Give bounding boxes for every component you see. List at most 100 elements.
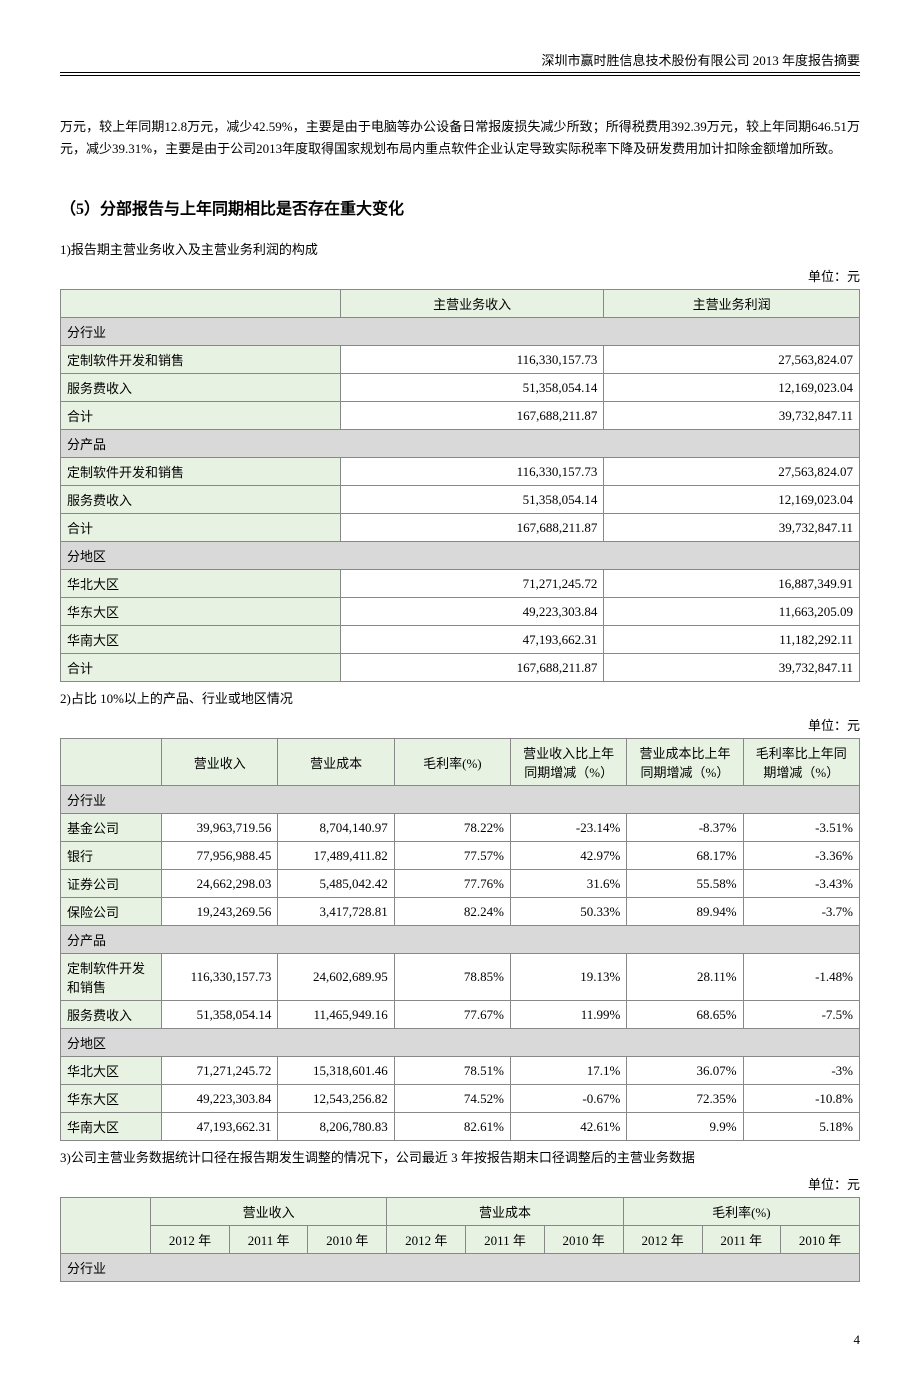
t1-row-label: 合计 (61, 654, 341, 682)
t2-row-label: 华东大区 (61, 1085, 162, 1113)
t2-cell: 8,206,780.83 (278, 1113, 394, 1141)
t2-row-label: 定制软件开发和销售 (61, 954, 162, 1001)
t2-cell: 77.76% (394, 870, 510, 898)
t2-cell: 8,704,140.97 (278, 814, 394, 842)
t2-cell: 9.9% (627, 1113, 743, 1141)
t1-cell: 27,563,824.07 (604, 346, 860, 374)
t2-group-industry: 分行业 (61, 786, 860, 814)
t2-cell: 11.99% (511, 1001, 627, 1029)
table-1: 主营业务收入 主营业务利润 分行业 定制软件开发和销售 116,330,157.… (60, 289, 860, 682)
t2-cell: 47,193,662.31 (162, 1113, 278, 1141)
t2-cell: 77.57% (394, 842, 510, 870)
t2-cell: 42.61% (511, 1113, 627, 1141)
t3-year: 2012 年 (623, 1226, 702, 1254)
t2-cell: 55.58% (627, 870, 743, 898)
t1-cell: 167,688,211.87 (341, 402, 604, 430)
t2-cell: 36.07% (627, 1057, 743, 1085)
unit-label-1: 单位：元 (60, 266, 860, 285)
t2-cell: 78.85% (394, 954, 510, 1001)
t3-year: 2012 年 (151, 1226, 230, 1254)
t3-year: 2011 年 (702, 1226, 780, 1254)
t1-cell: 51,358,054.14 (341, 374, 604, 402)
t2-cell: 77.67% (394, 1001, 510, 1029)
t2-cell: 82.61% (394, 1113, 510, 1141)
t2-c1: 营业收入 (162, 739, 278, 786)
t2-c6: 毛利率比上年同期增减（%） (743, 739, 859, 786)
t3-group-margin: 毛利率(%) (623, 1198, 859, 1226)
unit-label-3: 单位：元 (60, 1174, 860, 1193)
t1-group-region: 分地区 (61, 542, 860, 570)
t1-cell: 47,193,662.31 (341, 626, 604, 654)
t2-c4: 营业收入比上年同期增减（%） (511, 739, 627, 786)
t2-cell: 42.97% (511, 842, 627, 870)
t1-row-label: 服务费收入 (61, 374, 341, 402)
t2-cell: -10.8% (743, 1085, 859, 1113)
subtitle-3: 3)公司主营业务数据统计口径在报告期发生调整的情况下，公司最近 3 年按报告期末… (60, 1147, 860, 1166)
t1-cell: 16,887,349.91 (604, 570, 860, 598)
t2-cell: -3.7% (743, 898, 859, 926)
t2-cell: -7.5% (743, 1001, 859, 1029)
t2-cell: -8.37% (627, 814, 743, 842)
table-2: 营业收入 营业成本 毛利率(%) 营业收入比上年同期增减（%） 营业成本比上年同… (60, 738, 860, 1141)
subtitle-1: 1)报告期主营业务收入及主营业务利润的构成 (60, 239, 860, 258)
t2-c2: 营业成本 (278, 739, 394, 786)
t3-year: 2011 年 (466, 1226, 544, 1254)
t2-c5: 营业成本比上年同期增减（%） (627, 739, 743, 786)
t2-cell: 49,223,303.84 (162, 1085, 278, 1113)
t2-row-label: 服务费收入 (61, 1001, 162, 1029)
t1-col-revenue: 主营业务收入 (341, 290, 604, 318)
t2-row-label: 华南大区 (61, 1113, 162, 1141)
t1-cell: 12,169,023.04 (604, 486, 860, 514)
t1-cell: 39,732,847.11 (604, 514, 860, 542)
t2-cell: 78.22% (394, 814, 510, 842)
t1-cell: 49,223,303.84 (341, 598, 604, 626)
t2-c3: 毛利率(%) (394, 739, 510, 786)
t3-year: 2010 年 (308, 1226, 387, 1254)
t1-cell: 116,330,157.73 (341, 458, 604, 486)
t2-cell: 11,465,949.16 (278, 1001, 394, 1029)
section-5-title: （5）分部报告与上年同期相比是否存在重大变化 (60, 195, 860, 219)
t1-row-label: 华南大区 (61, 626, 341, 654)
t2-row-label: 华北大区 (61, 1057, 162, 1085)
t2-cell: -3.36% (743, 842, 859, 870)
t2-cell: 15,318,601.46 (278, 1057, 394, 1085)
t2-cell: 24,662,298.03 (162, 870, 278, 898)
t3-blank-header (61, 1198, 151, 1254)
t3-year: 2010 年 (780, 1226, 859, 1254)
t2-group-product: 分产品 (61, 926, 860, 954)
t1-row-label: 服务费收入 (61, 486, 341, 514)
t1-cell: 12,169,023.04 (604, 374, 860, 402)
t1-cell: 27,563,824.07 (604, 458, 860, 486)
t2-cell: 31.6% (511, 870, 627, 898)
t1-row-label: 华东大区 (61, 598, 341, 626)
t3-group-rev: 营业收入 (151, 1198, 387, 1226)
t1-cell: 116,330,157.73 (341, 346, 604, 374)
t2-row-label: 证券公司 (61, 870, 162, 898)
t2-cell: 28.11% (627, 954, 743, 1001)
t2-group-region: 分地区 (61, 1029, 860, 1057)
t2-cell: 74.52% (394, 1085, 510, 1113)
unit-label-2: 单位：元 (60, 715, 860, 734)
t3-group-industry: 分行业 (61, 1254, 860, 1282)
t2-cell: -3.43% (743, 870, 859, 898)
t1-row-label: 合计 (61, 402, 341, 430)
header-rule (60, 75, 860, 76)
t2-cell: 17.1% (511, 1057, 627, 1085)
t2-cell: 116,330,157.73 (162, 954, 278, 1001)
t3-year: 2012 年 (387, 1226, 466, 1254)
t2-cell: 82.24% (394, 898, 510, 926)
t2-cell: -0.67% (511, 1085, 627, 1113)
t1-row-label: 合计 (61, 514, 341, 542)
t2-cell: 72.35% (627, 1085, 743, 1113)
t2-cell: 89.94% (627, 898, 743, 926)
t2-cell: 24,602,689.95 (278, 954, 394, 1001)
t1-cell: 11,182,292.11 (604, 626, 860, 654)
t2-cell: 68.65% (627, 1001, 743, 1029)
t2-cell: 5,485,042.42 (278, 870, 394, 898)
t2-cell: 19,243,269.56 (162, 898, 278, 926)
t2-cell: 39,963,719.56 (162, 814, 278, 842)
t1-col-profit: 主营业务利润 (604, 290, 860, 318)
t1-cell: 51,358,054.14 (341, 486, 604, 514)
t1-group-product: 分产品 (61, 430, 860, 458)
table-3: 营业收入 营业成本 毛利率(%) 2012 年 2011 年 2010 年 20… (60, 1197, 860, 1282)
